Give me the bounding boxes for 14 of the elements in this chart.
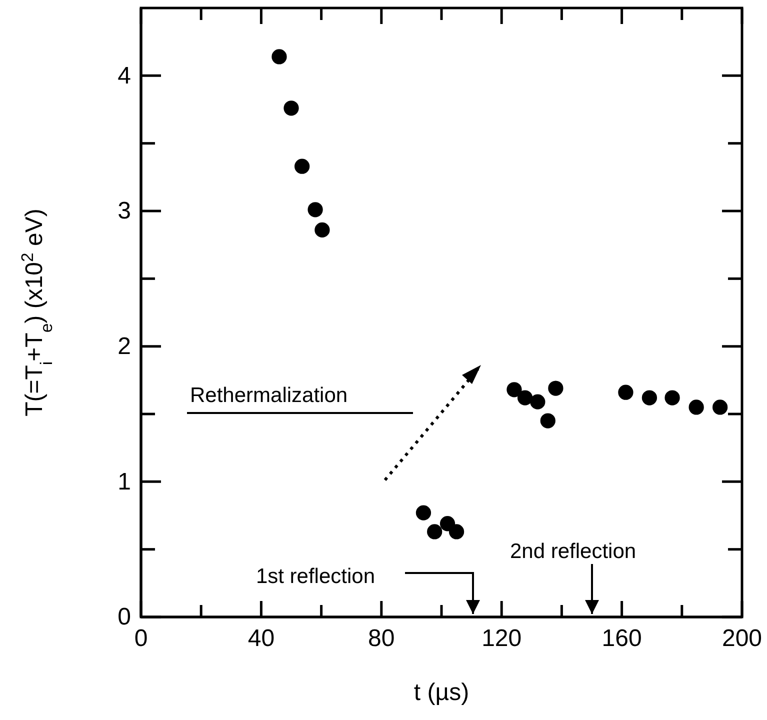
x-tick-label: 80	[368, 625, 395, 652]
annotation: 1st reflection	[256, 565, 375, 588]
y-tick-label: 1	[118, 468, 131, 496]
y-tick-label: 4	[118, 62, 131, 90]
x-tick-label: 160	[602, 625, 642, 652]
y-tick-label: 2	[118, 333, 131, 360]
x-tick-label: 200	[722, 625, 762, 652]
x-tick-label: 40	[248, 625, 275, 652]
y-tick-label: 0	[118, 604, 131, 631]
y-tick-label: 3	[118, 198, 131, 225]
x-tick-label: 120	[482, 625, 522, 652]
annotation: 2nd reflection	[510, 540, 636, 563]
x-axis-title: t (µs)	[414, 679, 470, 706]
annotation: Rethermalization	[190, 384, 348, 407]
